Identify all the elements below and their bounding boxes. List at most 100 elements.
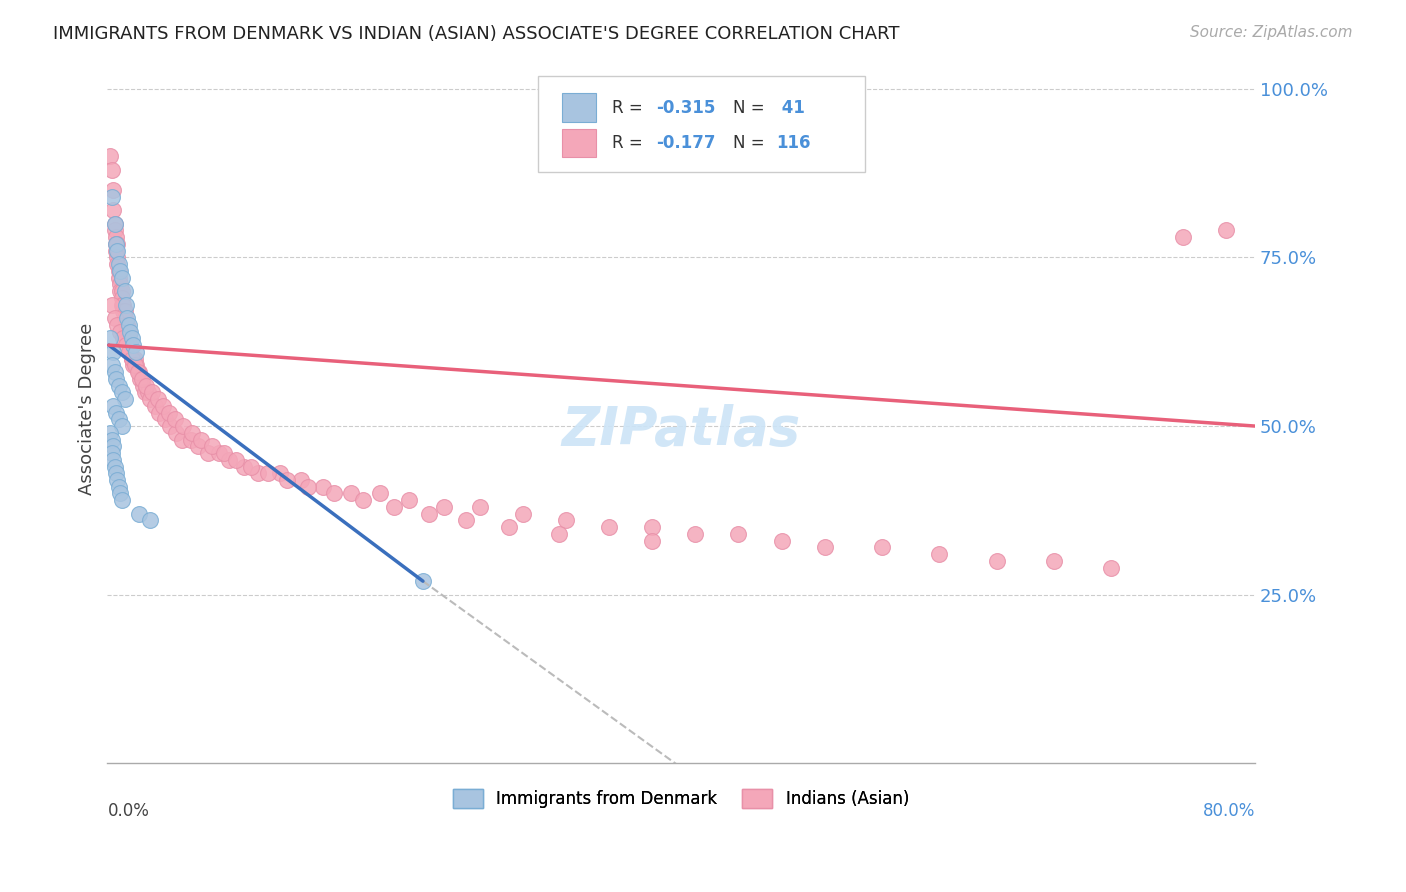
Point — [101, 203, 124, 218]
Point — [257, 467, 280, 481]
Point — [555, 513, 578, 527]
Point — [120, 344, 142, 359]
Text: IMMIGRANTS FROM DENMARK VS INDIAN (ASIAN) ASSOCIATE'S DEGREE CORRELATION CHART: IMMIGRANTS FROM DENMARK VS INDIAN (ASIAN… — [53, 25, 900, 43]
Point — [139, 513, 162, 527]
Point — [208, 446, 231, 460]
Point — [870, 541, 893, 555]
Point — [100, 359, 122, 373]
Point — [103, 223, 125, 237]
Point — [100, 446, 122, 460]
FancyBboxPatch shape — [562, 128, 596, 157]
Point — [311, 480, 333, 494]
Point — [548, 527, 571, 541]
Point — [122, 338, 145, 352]
Point — [129, 372, 152, 386]
Point — [122, 351, 145, 366]
Point — [115, 338, 138, 352]
Point — [117, 311, 139, 326]
Point — [118, 325, 141, 339]
Point — [128, 507, 150, 521]
Point — [225, 452, 247, 467]
Point — [157, 406, 180, 420]
Point — [111, 291, 134, 305]
Point — [382, 500, 405, 514]
Point — [103, 365, 125, 379]
Point — [103, 311, 125, 326]
Point — [190, 433, 212, 447]
Point — [352, 493, 374, 508]
Text: N =: N = — [733, 98, 769, 117]
Point — [111, 298, 134, 312]
Point — [148, 406, 170, 420]
Point — [813, 541, 835, 555]
Point — [153, 412, 176, 426]
Point — [498, 520, 520, 534]
Point — [98, 331, 121, 345]
Point — [127, 365, 149, 379]
Point — [112, 304, 135, 318]
Point — [1173, 230, 1195, 244]
Point — [136, 385, 159, 400]
Point — [598, 520, 620, 534]
Point — [512, 507, 534, 521]
Point — [101, 344, 124, 359]
Point — [986, 554, 1008, 568]
Y-axis label: Associate's Degree: Associate's Degree — [79, 323, 96, 495]
Point — [152, 399, 174, 413]
Point — [121, 351, 143, 366]
Point — [269, 467, 291, 481]
Point — [114, 284, 136, 298]
Point — [433, 500, 456, 514]
Point — [101, 439, 124, 453]
Point — [218, 452, 240, 467]
Text: -0.315: -0.315 — [655, 98, 716, 117]
Point — [98, 149, 121, 163]
Point — [134, 385, 156, 400]
Point — [398, 493, 420, 508]
Point — [172, 419, 194, 434]
Point — [170, 433, 193, 447]
Point — [104, 406, 127, 420]
Point — [108, 480, 131, 494]
Point — [104, 230, 127, 244]
Point — [120, 325, 142, 339]
Point — [124, 351, 146, 366]
Point — [276, 473, 298, 487]
Point — [101, 452, 124, 467]
Point — [111, 270, 134, 285]
Point — [340, 486, 363, 500]
Point — [121, 331, 143, 345]
Text: R =: R = — [612, 134, 648, 152]
Point — [115, 318, 138, 332]
Point — [108, 270, 131, 285]
Point — [104, 244, 127, 258]
Point — [685, 527, 707, 541]
Text: 116: 116 — [776, 134, 811, 152]
Point — [112, 331, 135, 345]
Point — [114, 304, 136, 318]
Text: 41: 41 — [776, 98, 806, 117]
Point — [418, 507, 440, 521]
Point — [928, 547, 950, 561]
Point — [111, 419, 134, 434]
Point — [108, 257, 131, 271]
Point — [108, 412, 131, 426]
Point — [135, 378, 157, 392]
Point — [118, 344, 141, 359]
Point — [104, 467, 127, 481]
Point — [641, 520, 664, 534]
Point — [107, 251, 129, 265]
Point — [114, 311, 136, 326]
Point — [107, 473, 129, 487]
Point — [115, 298, 138, 312]
Point — [163, 412, 186, 426]
Point — [124, 359, 146, 373]
Point — [98, 425, 121, 440]
Point — [132, 378, 155, 392]
Point — [110, 325, 132, 339]
Point — [100, 190, 122, 204]
Point — [103, 459, 125, 474]
Point — [187, 439, 209, 453]
Point — [100, 162, 122, 177]
Point — [143, 399, 166, 413]
